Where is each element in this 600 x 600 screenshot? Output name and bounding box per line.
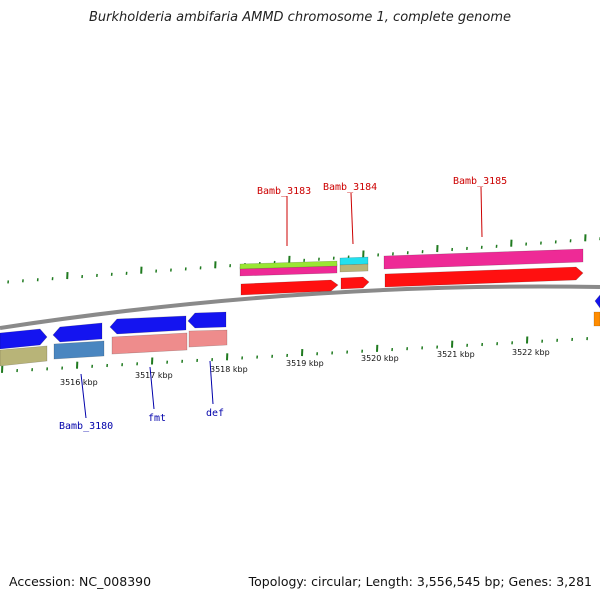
gene-bamb-3184-cyan[interactable] [339,256,369,266]
gene-bamb-3179-arrow[interactable] [0,328,48,350]
gene-bamb-3183-arrow[interactable] [240,279,339,296]
scale-label-3522: 3522 kbp [512,348,550,357]
gene-bamb-3185-magenta[interactable] [383,248,584,270]
gene-bamb-3183-lime[interactable] [239,260,338,270]
gene-bamb-3179-tan[interactable] [0,345,48,367]
gene-edge-blue-arrow[interactable] [594,294,600,309]
scale-label-3519: 3519 kbp [286,359,324,368]
gene-bamb-3180-arrow[interactable] [52,322,103,343]
scale-label-3517: 3517 kbp [135,371,173,380]
gene-fmt-arrow[interactable] [109,315,187,335]
gene-def-arrow[interactable] [187,311,227,329]
scale-label-3516: 3516 kbp [60,378,98,387]
forward-features [239,248,584,296]
reverse-features [0,294,600,367]
gene-def-salmon[interactable] [188,329,228,348]
gene-edge-orange[interactable] [593,311,600,327]
genome-title: Burkholderia ambifaria AMMD chromosome 1… [88,10,512,25]
label-leaders [80,186,483,419]
accession-text: Accession: NC_008390 [9,574,152,589]
gene-label-bamb-3185[interactable]: Bamb_3185 [453,176,507,187]
outer-scale-ticks [7,234,600,284]
scale-label-3520: 3520 kbp [361,354,399,363]
inner-scale-ticks [1,336,589,373]
gene-fmt-salmon[interactable] [111,332,188,355]
gene-label-bamb-3183[interactable]: Bamb_3183 [257,186,311,197]
gene-label-fmt[interactable]: fmt [148,413,166,424]
gene-label-bamb-3184[interactable]: Bamb_3184 [323,182,377,193]
scale-label-3521: 3521 kbp [437,350,475,359]
gene-bamb-3184-tan[interactable] [339,263,369,273]
gene-bamb-3185-arrow[interactable] [384,266,584,288]
scale-label-3518: 3518 kbp [210,365,248,374]
gene-label-bamb-3180[interactable]: Bamb_3180 [59,421,113,432]
topology-text: Topology: circular; Length: 3,556,545 bp… [248,574,592,589]
gene-bamb-3184-arrow[interactable] [340,276,370,290]
gene-label-def[interactable]: def [206,408,224,419]
genome-backbone [0,284,600,330]
gene-bamb-3180-steelblue[interactable] [53,340,105,360]
